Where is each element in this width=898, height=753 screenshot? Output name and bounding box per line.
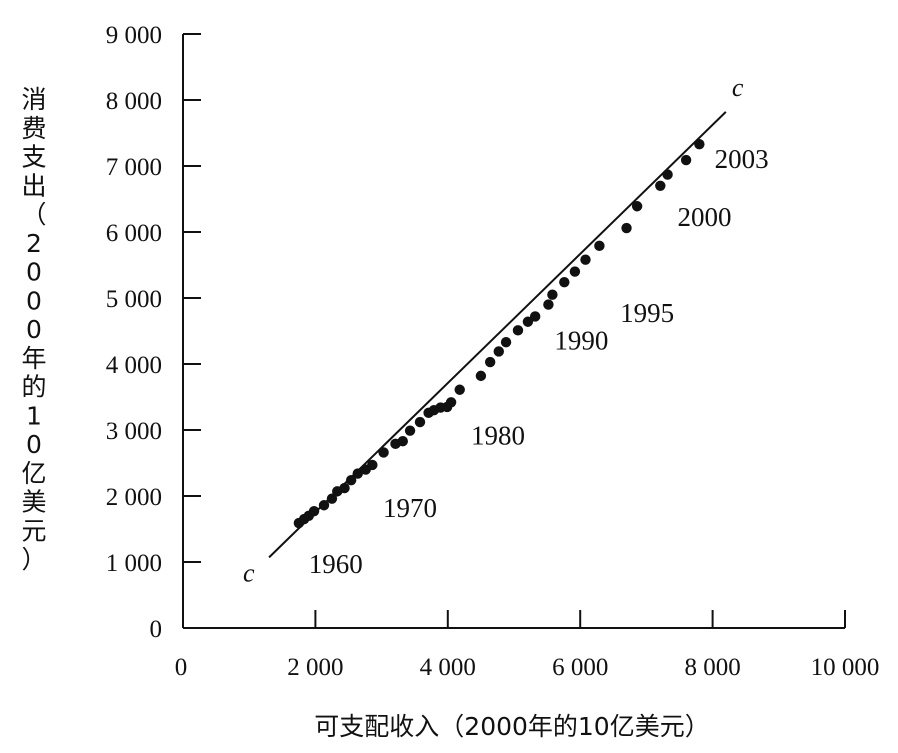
y-tick-label: 8 000 [106, 88, 162, 115]
y-tick-label: 5 000 [106, 286, 162, 313]
y-tick-label: 4 000 [106, 352, 162, 379]
x-tick-label: 4 000 [420, 654, 476, 681]
line-label-c-start: c [243, 558, 255, 587]
data-point [512, 325, 524, 336]
data-point [631, 201, 643, 212]
data-point [308, 505, 320, 517]
data-point [522, 316, 534, 327]
data-point [454, 384, 465, 395]
data-point [484, 356, 496, 368]
year-annotation: 1995 [620, 298, 674, 328]
year-annotation: 1960 [309, 549, 363, 579]
plot-area: 0 1 000 2 000 3 000 4 000 5 000 6 000 7 000 8 00… [106, 22, 880, 681]
data-point [655, 180, 666, 191]
data-point [580, 254, 591, 265]
year-annotation: 1970 [383, 493, 437, 523]
y-tick-label: 7 000 [106, 154, 162, 181]
x-tick-label: 10 000 [811, 654, 880, 681]
data-point [493, 346, 504, 357]
data-point [547, 289, 558, 300]
y-tick-label: 9 000 [106, 22, 162, 49]
data-point [694, 139, 705, 150]
year-annotation: 2000 [678, 202, 732, 232]
data-point [404, 425, 416, 436]
data-point [378, 447, 389, 458]
data-point [680, 154, 692, 166]
y-axis-title: 消费支出（ 2 0 0 0 年的 1 0 亿美元） [21, 85, 46, 574]
data-point [529, 311, 541, 322]
y-tick-label: 1 000 [106, 550, 162, 577]
data-point [318, 500, 330, 511]
x-tick-label: 0 [175, 654, 188, 681]
x-tick-label: 8 000 [684, 654, 740, 681]
data-point [352, 468, 363, 479]
year-annotation: 2003 [715, 144, 769, 174]
data-point [543, 299, 554, 310]
y-tick-label: 0 [150, 616, 163, 643]
data-point [621, 222, 632, 234]
data-point [345, 474, 357, 486]
data-point [445, 397, 457, 408]
x-tick-label: 6 000 [552, 654, 608, 681]
data-point [397, 436, 408, 447]
y-tick-label: 2 000 [106, 484, 162, 511]
data-point [662, 169, 673, 180]
data-point [367, 459, 378, 471]
data-point [569, 266, 581, 277]
year-annotation: 1990 [554, 326, 608, 356]
data-point [594, 240, 605, 252]
data-point [500, 337, 512, 348]
x-tick-label: 2 000 [287, 654, 343, 681]
y-tick-label: 3 000 [106, 418, 162, 445]
year-annotation: 1980 [471, 420, 525, 450]
data-point [339, 482, 350, 494]
data-point [326, 493, 338, 504]
data-point [414, 416, 426, 428]
data-point [475, 370, 487, 382]
y-tick-label: 6 000 [106, 220, 162, 247]
line-label-c-end: c [732, 73, 744, 102]
x-axis-title: 可支配收入（2000年的10亿美元） [314, 712, 709, 741]
data-point [559, 276, 570, 288]
